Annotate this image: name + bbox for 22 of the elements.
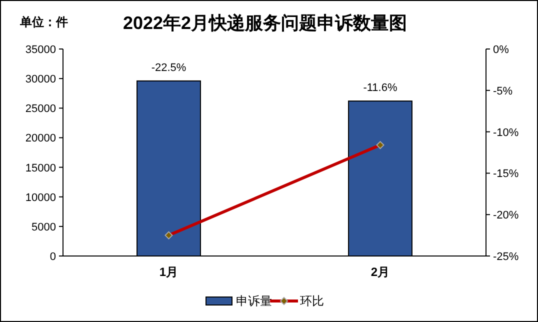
annotation: -11.6%	[363, 82, 398, 94]
y2-tick-label: 0%	[493, 44, 510, 56]
y2-tick-label: -10%	[493, 126, 519, 139]
text: 单位：件	[19, 15, 68, 29]
y-tick-label: 30000	[25, 74, 56, 86]
y-tick-label: 0	[50, 251, 56, 263]
y-tick-label: 20000	[25, 132, 56, 145]
y-tick-label: 5000	[32, 221, 56, 234]
y2-tick-label: -20%	[493, 210, 519, 222]
y2-tick-label: -15%	[493, 168, 519, 180]
chart-title: 2022年2月快递服务问题申诉数量图	[122, 13, 408, 33]
y-tick-label: 25000	[25, 103, 56, 116]
y2-tick-label: -5%	[493, 85, 513, 98]
y-tick-label: 35000	[25, 44, 56, 56]
x-tick-label: 1月	[159, 265, 178, 279]
legend-label: 申诉量	[236, 294, 272, 308]
x-tick-label: 2月	[370, 265, 390, 279]
y-tick-label: 10000	[25, 192, 56, 204]
annotation: -22.5%	[151, 62, 186, 74]
legend-label: 环比	[300, 294, 324, 308]
y-tick-label: 15000	[25, 162, 56, 174]
y2-tick-label: -25%	[493, 251, 519, 263]
